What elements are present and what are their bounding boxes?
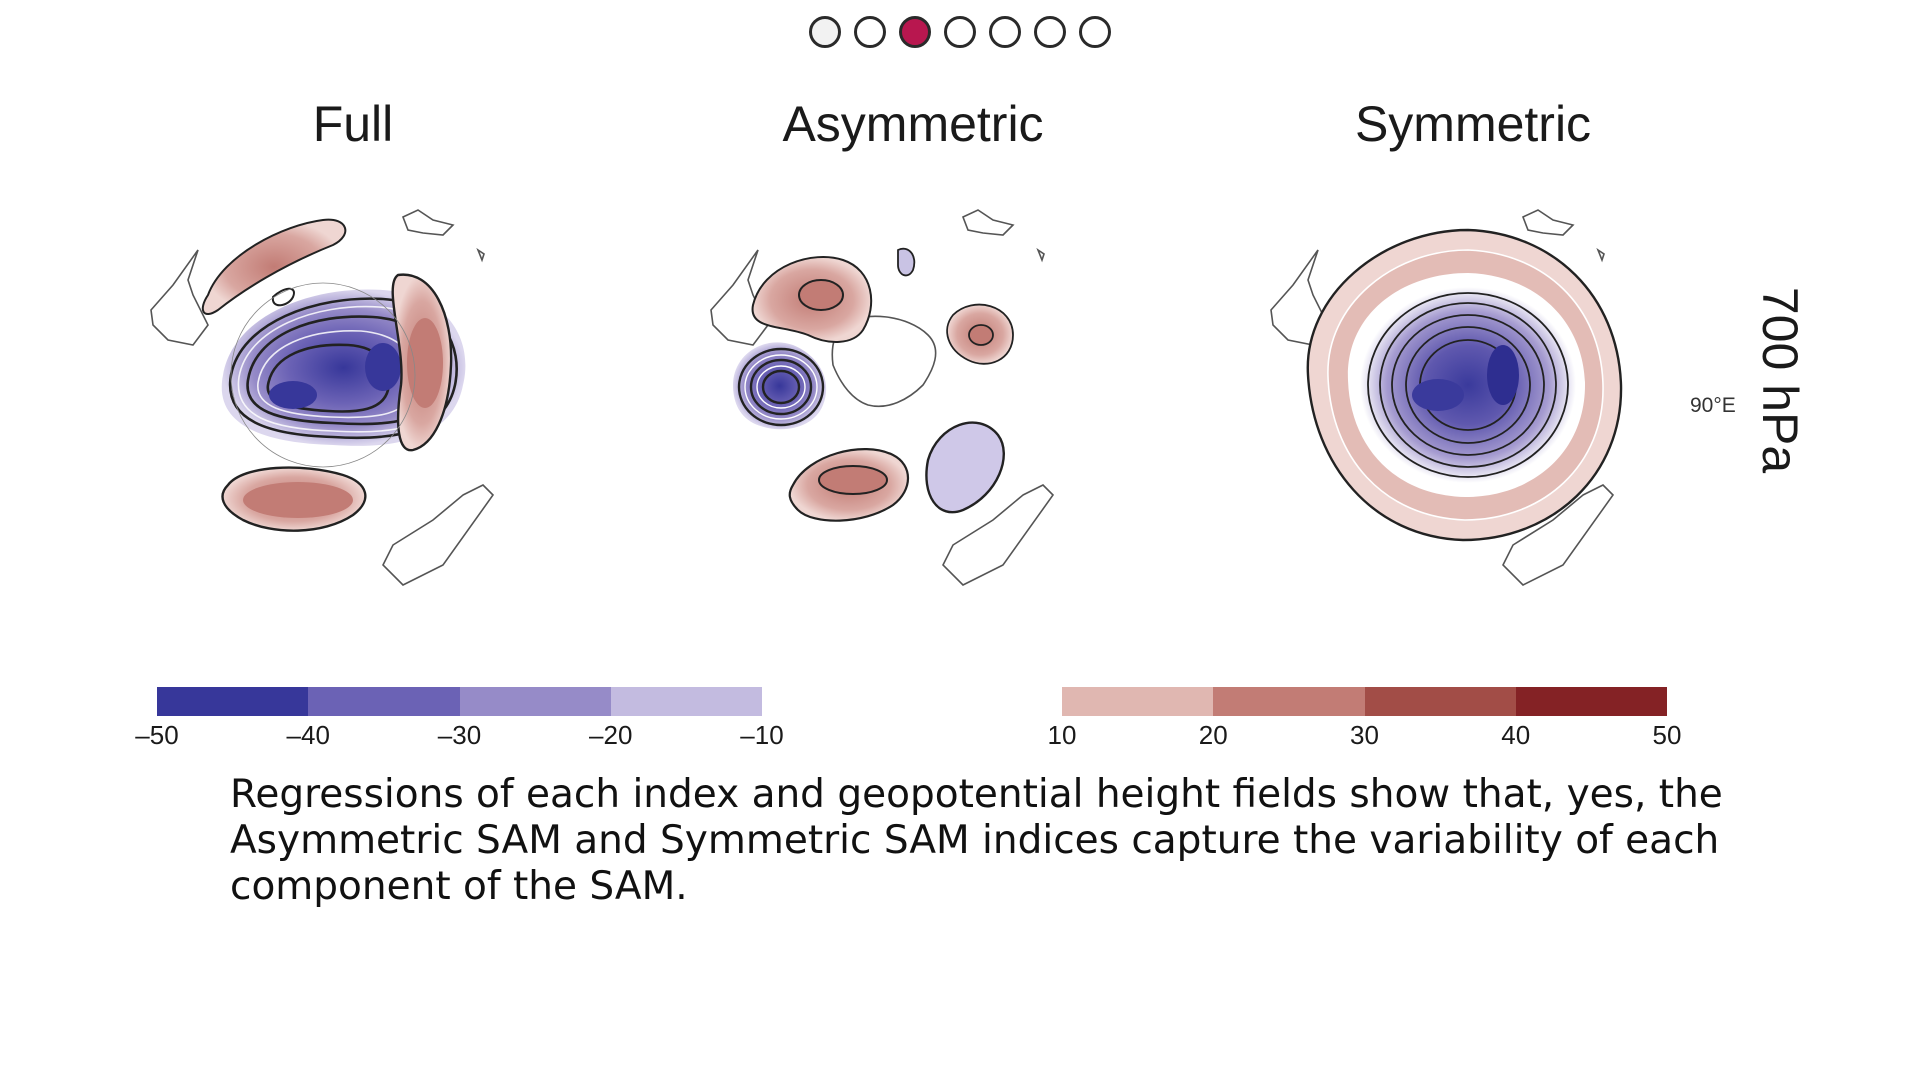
colorbar-negative-tick-label: –50 bbox=[135, 720, 179, 750]
colorbar-negative-segment-4 bbox=[610, 687, 762, 716]
slide-dot-4[interactable] bbox=[944, 16, 976, 48]
colorbar-positive-tick-label: 50 bbox=[1652, 720, 1682, 750]
colorbar-positive-segment-3 bbox=[1364, 687, 1516, 716]
slide-dot-6[interactable] bbox=[1034, 16, 1066, 48]
slide-dot-2[interactable] bbox=[854, 16, 886, 48]
colorbar-negative-segment-1 bbox=[157, 687, 309, 716]
panel-title-asymmetric: Asymmetric bbox=[782, 96, 1044, 152]
slide-pagination bbox=[0, 16, 1920, 56]
colorbar-negative-tick-label: –10 bbox=[740, 720, 784, 750]
colorbar-negative-tick-label: –40 bbox=[286, 720, 330, 750]
longitude-label: 90°E bbox=[1690, 394, 1736, 417]
panel-title-full: Full bbox=[312, 96, 394, 152]
slide-dot-1[interactable] bbox=[809, 16, 841, 48]
colorbar-negative-tick-label: –30 bbox=[437, 720, 482, 750]
pole-circle bbox=[230, 282, 416, 468]
colorbar-negative-tick-label: –20 bbox=[589, 720, 633, 750]
map-symmetric bbox=[1270, 209, 1623, 586]
colorbar-positive-segment-4 bbox=[1515, 687, 1667, 716]
map-asymmetric bbox=[710, 209, 1055, 586]
colorbar-positive-tick-label: 30 bbox=[1350, 720, 1379, 750]
colorbar-negative bbox=[157, 687, 762, 716]
slide-dot-5[interactable] bbox=[989, 16, 1021, 48]
positive-anomalies bbox=[201, 218, 453, 532]
colorbar-negative-segment-2 bbox=[308, 687, 460, 716]
coastline-outline bbox=[1270, 209, 1615, 586]
colorbar-positive-tick-label: 20 bbox=[1198, 720, 1228, 750]
slide-caption: Regressions of each index and geopotenti… bbox=[230, 772, 1723, 909]
colorbar-positive-tick-label: 40 bbox=[1501, 720, 1531, 750]
pressure-level-label: 700 hPa bbox=[1752, 286, 1808, 474]
map-full bbox=[150, 209, 495, 586]
colorbar-positive-segment-1 bbox=[1062, 687, 1214, 716]
colorbar-negative-segment-3 bbox=[459, 687, 611, 716]
coastline-outline bbox=[150, 209, 495, 586]
colorbar-positive-tick-label: 10 bbox=[1047, 720, 1077, 750]
panel-title-symmetric: Symmetric bbox=[1354, 96, 1592, 152]
symmetric-ring bbox=[1306, 228, 1623, 542]
asymmetric-anomalies bbox=[733, 247, 1014, 522]
slide-dot-3-active[interactable] bbox=[899, 16, 931, 48]
colorbar-positive-segment-2 bbox=[1213, 687, 1365, 716]
slide-dot-7[interactable] bbox=[1079, 16, 1111, 48]
colorbar-positive bbox=[1062, 687, 1667, 716]
